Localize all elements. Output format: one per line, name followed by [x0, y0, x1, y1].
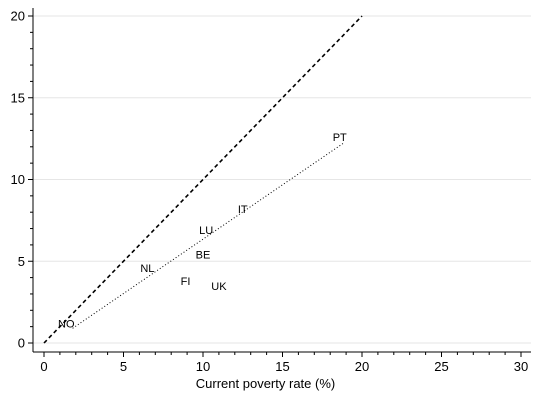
y-tick-label: 0: [18, 336, 25, 351]
y-tick-label: 15: [11, 90, 25, 105]
point-label-no: NO: [58, 318, 75, 330]
x-axis-title: Current poverty rate (%): [196, 376, 335, 391]
x-tick-label: 5: [120, 359, 127, 374]
grid-lines: [33, 15, 531, 344]
y-tick-label: 20: [11, 9, 25, 24]
point-label-pt: PT: [333, 132, 347, 144]
fitted-line: [72, 143, 344, 329]
y-tick-label: 10: [11, 172, 25, 187]
x-tick-label: 30: [514, 359, 528, 374]
axis-ticks: 0 5 10 15 20 0 5 10 15 20 25 30: [11, 9, 529, 375]
equality-line: [43, 15, 363, 344]
x-tick-label: 20: [355, 359, 369, 374]
x-tick-label: 25: [434, 359, 448, 374]
point-label-it: IT: [238, 204, 248, 216]
y-tick-label: 5: [18, 254, 25, 269]
point-label-be: BE: [196, 250, 211, 262]
point-label-uk: UK: [211, 281, 227, 293]
x-tick-label: 15: [275, 359, 289, 374]
x-tick-label: 0: [40, 359, 47, 374]
point-label-fi: FI: [181, 276, 191, 288]
reference-lines: [43, 15, 363, 344]
x-tick-label: 10: [196, 359, 210, 374]
point-label-nl: NL: [140, 263, 154, 275]
point-label-lu: LU: [199, 225, 213, 237]
data-point-labels: NO NL FI BE UK LU IT PT: [58, 132, 347, 330]
